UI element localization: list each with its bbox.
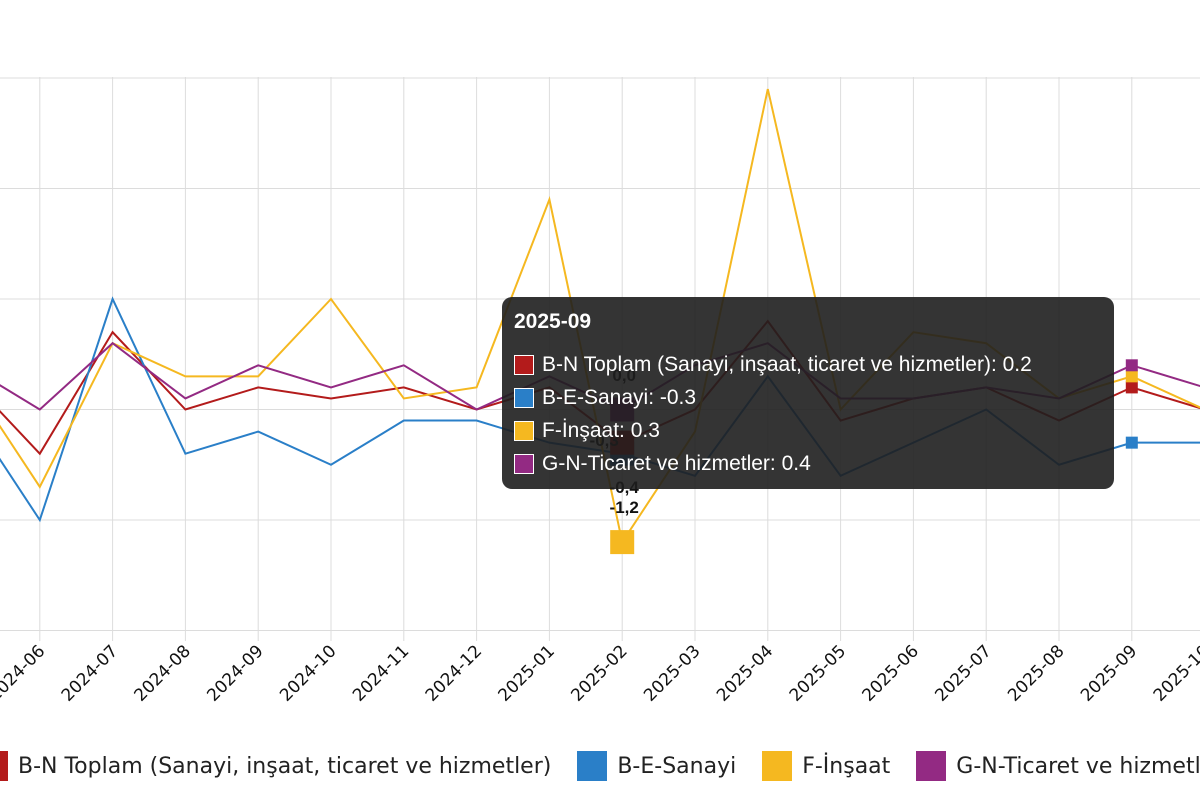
tooltip-row-bn-toplam: B-N Toplam (Sanayi, inşaat, ticaret ve h… [514,348,1102,381]
x-tick-label: 2024-12 [422,641,486,705]
x-tick-label: 2025-01 [495,641,559,705]
x-tick-label: 2024-06 [0,641,49,705]
legend-label-be-sanayi: B-E-Sanayi [617,753,737,779]
x-tick-label: 2025-02 [567,641,631,705]
chart-legend: B-N Toplam (Sanayi, inşaat, ticaret ve h… [0,749,1200,783]
tooltip-text-bn-toplam: B-N Toplam (Sanayi, inşaat, ticaret ve h… [542,352,1032,376]
legend-swatch-f-insaat [762,751,793,781]
tooltip-swatch-be-sanayi [514,387,534,408]
x-tick-label: 2025-04 [713,641,777,705]
x-tick-label: 2024-09 [203,641,267,705]
legend-swatch-gn-ticaret [916,751,947,781]
legend-label-bn-toplam: B-N Toplam (Sanayi, inşaat, ticaret ve h… [18,753,552,779]
tooltip-text-be-sanayi: B-E-Sanayi: -0.3 [542,385,697,409]
x-tick-label: 2024-11 [349,641,413,705]
legend-label-f-insaat: F-İnşaat [802,753,891,779]
x-tick-label: 2024-10 [276,641,340,705]
legend-swatch-bn-toplam [0,751,8,781]
x-tick-label: 2025-10 [1150,641,1200,705]
x-tick-label: 2024-08 [131,641,195,705]
tooltip-swatch-bn-toplam [514,354,534,375]
x-tick-label: 2025-09 [1077,641,1141,705]
legend-label-gn-ticaret: G-N-Ticaret ve hizmetler [956,753,1200,779]
tooltip-text-gn-ticaret: G-N-Ticaret ve hizmetler: 0.4 [542,451,811,475]
tooltip-text-f-insaat: F-İnşaat: 0.3 [542,418,660,442]
x-tick-label: 2025-05 [786,641,850,705]
tooltip-row-gn-ticaret: G-N-Ticaret ve hizmetler: 0.4 [514,447,1102,480]
series-marker-0[interactable] [1125,381,1138,394]
series-marker-1[interactable] [1125,436,1138,449]
legend-swatch-be-sanayi [577,751,608,781]
legend-item-be-sanayi[interactable]: B-E-Sanayi [577,751,736,781]
x-tick-label: 2025-06 [859,641,923,705]
x-tick-label: 2024-07 [58,641,122,705]
series-marker-3[interactable] [1125,359,1138,372]
tooltip-row-be-sanayi: B-E-Sanayi: -0.3 [514,381,1102,414]
x-tick-label: 2025-07 [931,641,995,705]
x-axis-ticks: 2024-052024-062024-072024-082024-092024-… [0,641,1200,705]
chart-tooltip: 2025-09 B-N Toplam (Sanayi, inşaat, tica… [502,297,1114,489]
highlight-marker-2[interactable] [610,530,635,555]
tooltip-row-f-insaat: F-İnşaat: 0.3 [514,414,1102,447]
tooltip-swatch-f-insaat [514,420,534,441]
x-tick-label: 2025-03 [640,641,704,705]
tooltip-title: 2025-09 [514,310,592,333]
x-tick-label: 2025-08 [1004,641,1068,705]
data-label: -1,2 [610,498,639,517]
legend-item-bn-toplam[interactable]: B-N Toplam (Sanayi, inşaat, ticaret ve h… [0,751,551,781]
legend-item-gn-ticaret[interactable]: G-N-Ticaret ve hizmetler [916,751,1200,781]
tooltip-swatch-gn-ticaret [514,453,534,474]
series-marker-2[interactable] [1125,370,1138,383]
legend-item-f-insaat[interactable]: F-İnşaat [762,751,890,781]
